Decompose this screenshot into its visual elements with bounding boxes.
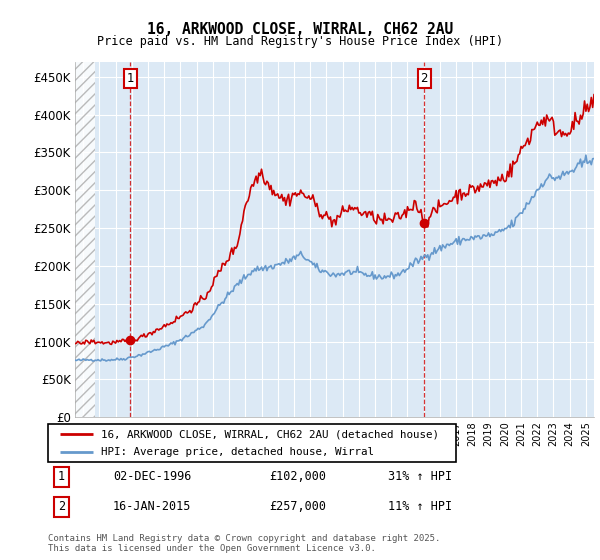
Text: 1: 1 — [127, 72, 134, 85]
Text: 1: 1 — [58, 470, 65, 483]
Bar — [75, 62, 95, 417]
Text: 2: 2 — [421, 72, 428, 85]
Text: 2: 2 — [58, 500, 65, 513]
Text: £257,000: £257,000 — [269, 500, 326, 513]
Text: Price paid vs. HM Land Registry's House Price Index (HPI): Price paid vs. HM Land Registry's House … — [97, 35, 503, 48]
Text: 31% ↑ HPI: 31% ↑ HPI — [388, 470, 452, 483]
Text: £102,000: £102,000 — [269, 470, 326, 483]
Text: 16-JAN-2015: 16-JAN-2015 — [113, 500, 191, 513]
Text: HPI: Average price, detached house, Wirral: HPI: Average price, detached house, Wirr… — [101, 447, 374, 458]
Text: 16, ARKWOOD CLOSE, WIRRAL, CH62 2AU: 16, ARKWOOD CLOSE, WIRRAL, CH62 2AU — [147, 22, 453, 38]
Text: 11% ↑ HPI: 11% ↑ HPI — [388, 500, 452, 513]
Text: 02-DEC-1996: 02-DEC-1996 — [113, 470, 191, 483]
FancyBboxPatch shape — [48, 424, 456, 462]
Text: 16, ARKWOOD CLOSE, WIRRAL, CH62 2AU (detached house): 16, ARKWOOD CLOSE, WIRRAL, CH62 2AU (det… — [101, 429, 439, 439]
Text: Contains HM Land Registry data © Crown copyright and database right 2025.
This d: Contains HM Land Registry data © Crown c… — [48, 534, 440, 553]
